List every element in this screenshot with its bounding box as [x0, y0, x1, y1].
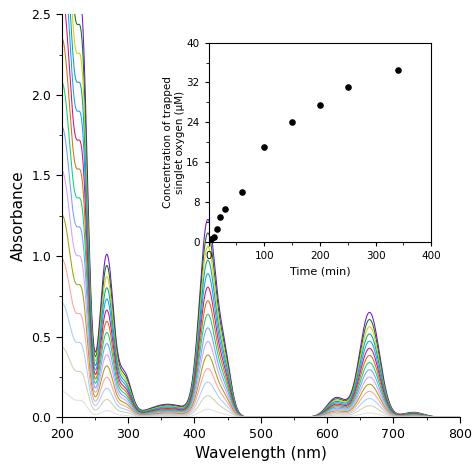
- Point: [394, 66, 401, 74]
- Point: [213, 226, 221, 233]
- Point: [261, 144, 268, 151]
- Point: [221, 206, 229, 213]
- Point: [216, 213, 224, 221]
- Y-axis label: Concentration of trapped
singlet oxygen (μM): Concentration of trapped singlet oxygen …: [164, 76, 185, 208]
- Point: [210, 233, 218, 241]
- Point: [288, 118, 296, 126]
- X-axis label: Wavelength (nm): Wavelength (nm): [195, 446, 327, 461]
- Point: [344, 83, 352, 91]
- Y-axis label: Absorbance: Absorbance: [10, 170, 26, 261]
- Point: [316, 101, 324, 109]
- Point: [208, 236, 215, 243]
- Point: [205, 237, 212, 245]
- X-axis label: Time (min): Time (min): [290, 266, 350, 276]
- Point: [238, 188, 246, 196]
